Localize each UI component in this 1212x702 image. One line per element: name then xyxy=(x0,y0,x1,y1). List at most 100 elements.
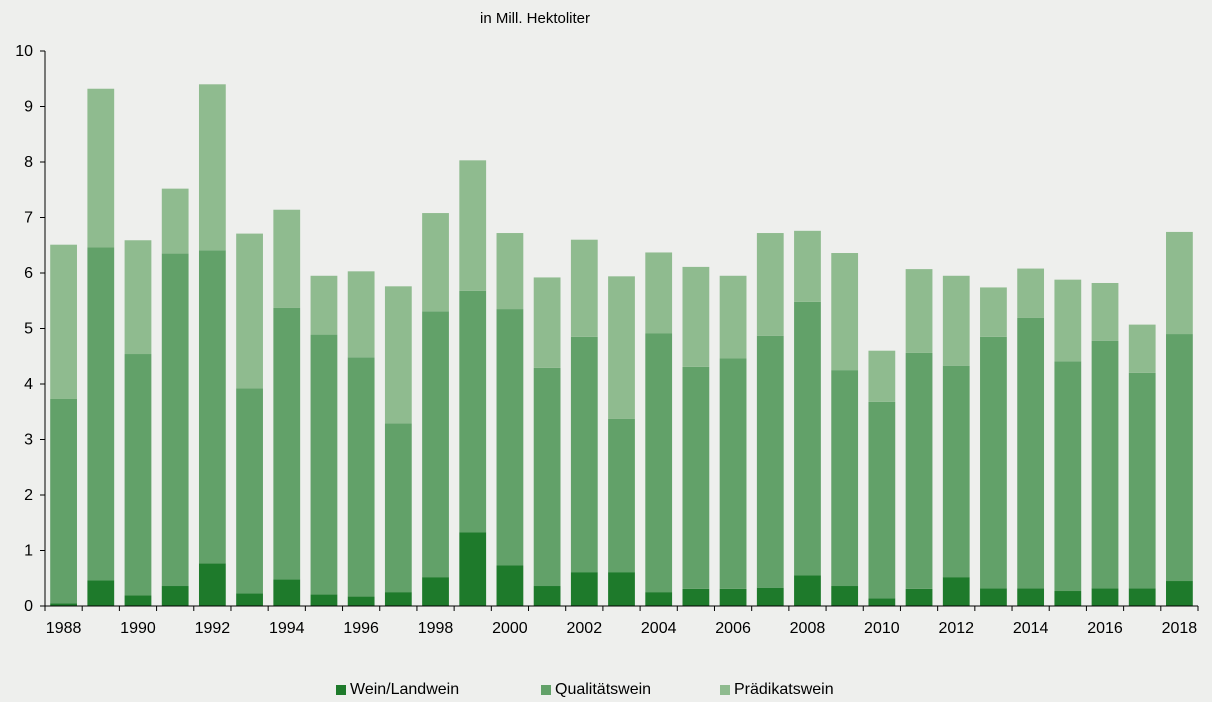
bar-2002-series-2 xyxy=(570,336,598,573)
x-tick-label: 2008 xyxy=(790,620,826,637)
unit-label: in Mill. Hektoliter xyxy=(480,10,591,27)
legend-label: Wein/Landwein xyxy=(350,681,460,698)
bar-2005-series-1 xyxy=(682,588,710,606)
y-tick-label: 5 xyxy=(24,321,33,338)
bar-2008-series-1 xyxy=(794,575,821,606)
bar-2009-series-1 xyxy=(831,586,859,606)
bar-1996-series-1 xyxy=(347,596,375,606)
y-tick-label: 7 xyxy=(24,210,33,227)
bar-2004-series-3 xyxy=(645,252,673,334)
bar-1995-series-3 xyxy=(310,275,338,335)
x-tick-label: 1994 xyxy=(269,620,305,637)
bar-2018-series-2 xyxy=(1166,334,1193,582)
bar-2018-series-3 xyxy=(1166,231,1193,335)
bar-2011-series-2 xyxy=(905,352,933,589)
bar-2017-series-1 xyxy=(1128,588,1156,606)
bar-2003-series-2 xyxy=(608,418,635,573)
bar-2009-series-2 xyxy=(831,370,859,587)
bar-2003-series-3 xyxy=(608,276,635,419)
x-tick-label: 2002 xyxy=(567,620,603,637)
bar-1994-series-3 xyxy=(273,209,301,308)
legend-label: Prädikatswein xyxy=(734,681,834,698)
bar-1999-series-3 xyxy=(459,160,487,291)
bar-1999-series-1 xyxy=(459,532,487,606)
bar-2010-series-3 xyxy=(868,350,896,402)
bar-2000-series-2 xyxy=(496,309,524,566)
bar-2016-series-2 xyxy=(1091,340,1119,589)
bar-2014-series-3 xyxy=(1017,268,1045,318)
bar-2008-series-3 xyxy=(794,230,821,302)
x-tick-label: 1996 xyxy=(343,620,379,637)
bar-2018-series-1 xyxy=(1166,581,1193,606)
legend-item-wein-landwein: Wein/Landwein xyxy=(336,681,459,699)
legend-swatch xyxy=(336,685,346,695)
bar-1997-series-1 xyxy=(384,592,412,606)
bar-1992-series-1 xyxy=(198,563,226,606)
bar-1992-series-2 xyxy=(198,250,226,564)
bar-1993-series-2 xyxy=(236,388,263,594)
y-tick-label: 3 xyxy=(24,432,33,449)
bar-1994-series-2 xyxy=(273,307,301,580)
y-tick-label: 0 xyxy=(24,598,33,615)
bar-2012-series-2 xyxy=(942,365,970,578)
legend-swatch xyxy=(720,685,730,695)
x-tick-label: 2012 xyxy=(938,620,974,637)
bar-1990-series-1 xyxy=(124,595,152,606)
bar-2015-series-2 xyxy=(1054,361,1082,592)
bar-1988-series-3 xyxy=(50,244,77,399)
bar-1999-series-2 xyxy=(459,290,487,533)
y-tick-label: 6 xyxy=(24,265,33,282)
bar-1989-series-3 xyxy=(87,88,115,248)
x-tick-label: 2000 xyxy=(492,620,528,637)
x-tick-label: 1998 xyxy=(418,620,454,637)
x-tick-label: 1988 xyxy=(46,620,82,637)
bar-2001-series-2 xyxy=(533,367,561,587)
bar-1994-series-1 xyxy=(273,579,301,606)
bar-2017-series-3 xyxy=(1128,324,1156,373)
bar-2005-series-2 xyxy=(682,366,710,589)
bar-1996-series-2 xyxy=(347,357,375,597)
legend: Wein/Landwein Qualitätswein Prädikatswei… xyxy=(0,681,1212,701)
legend-swatch xyxy=(541,685,551,695)
bar-1995-series-1 xyxy=(310,594,338,606)
bar-2016-series-3 xyxy=(1091,282,1119,341)
bar-2006-series-3 xyxy=(719,275,747,359)
bar-1990-series-2 xyxy=(124,354,152,596)
bar-1996-series-3 xyxy=(347,271,375,358)
bar-2001-series-3 xyxy=(533,277,561,368)
y-tick-label: 10 xyxy=(15,43,33,60)
bar-2002-series-3 xyxy=(570,239,598,337)
bar-2009-series-3 xyxy=(831,253,859,371)
bar-1997-series-3 xyxy=(384,286,412,424)
bar-2006-series-1 xyxy=(719,588,747,606)
bar-2010-series-2 xyxy=(868,401,896,599)
x-tick-label: 2004 xyxy=(641,620,677,637)
bar-2004-series-2 xyxy=(645,333,673,593)
bar-1991-series-3 xyxy=(161,188,189,254)
bar-1993-series-3 xyxy=(236,233,263,389)
bar-2012-series-3 xyxy=(942,275,970,366)
bar-1998-series-1 xyxy=(422,577,449,606)
bar-1989-series-2 xyxy=(87,247,115,581)
y-tick-label: 1 xyxy=(24,543,33,560)
bar-1988-series-1 xyxy=(50,603,77,606)
bar-2014-series-1 xyxy=(1017,588,1045,606)
legend-label: Qualitätswein xyxy=(555,681,652,698)
bar-1991-series-2 xyxy=(161,253,189,587)
bar-2008-series-2 xyxy=(794,301,821,576)
bar-2006-series-2 xyxy=(719,358,747,589)
bar-2017-series-2 xyxy=(1128,372,1156,589)
bar-2013-series-1 xyxy=(980,588,1007,606)
bar-2005-series-3 xyxy=(682,266,710,367)
bar-2016-series-1 xyxy=(1091,588,1119,606)
bar-2013-series-2 xyxy=(980,336,1007,589)
bar-2007-series-2 xyxy=(756,335,784,588)
x-tick-label: 2010 xyxy=(864,620,900,637)
bar-2015-series-3 xyxy=(1054,279,1082,362)
bar-2007-series-3 xyxy=(756,233,784,336)
bar-2000-series-1 xyxy=(496,565,524,606)
x-tick-label: 1992 xyxy=(195,620,231,637)
bar-2015-series-1 xyxy=(1054,591,1082,606)
